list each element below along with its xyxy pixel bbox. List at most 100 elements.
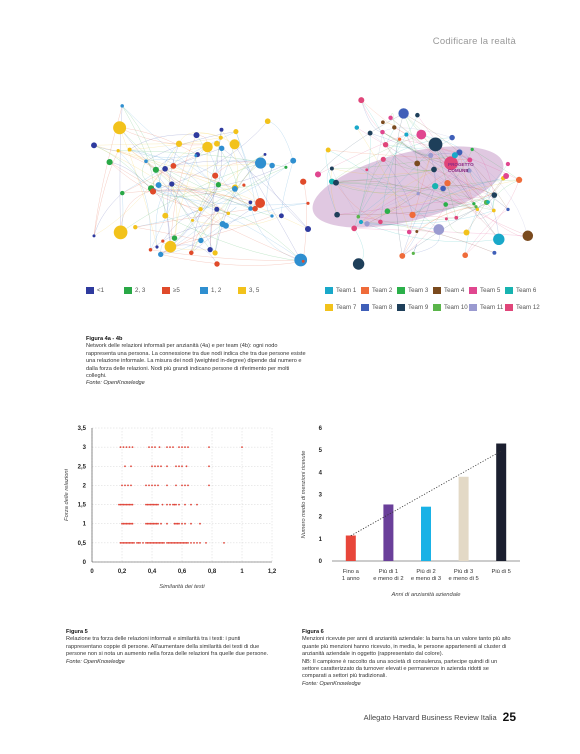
scatter-point <box>151 503 153 506</box>
y-tick-label: 0 <box>83 560 87 566</box>
scatter-point <box>121 542 123 544</box>
caption-title: Figura 6 <box>302 629 324 635</box>
network-node <box>351 225 358 232</box>
network-figure-4a <box>86 62 316 272</box>
scatter-chart: 0 0,5 1 1,5 2 2,5 3 3,5 0 0,2 0,4 0,6 0,8 1 1,2 Similar… <box>58 420 288 603</box>
x-axis-title: Similarità dei testi <box>159 584 205 590</box>
caption-figure-4: Figura 4a - 4b Network delle relazioni i… <box>86 336 308 388</box>
scatter-point <box>179 542 182 544</box>
page-number: 25 <box>502 710 516 724</box>
scatter-point <box>184 503 186 506</box>
x-tick-label: 1,2 <box>268 569 277 575</box>
scatter-point <box>148 522 150 525</box>
scatter-point <box>131 542 134 544</box>
network-node <box>428 137 443 152</box>
scatter-point <box>155 542 158 544</box>
y-tick-label: 1,5 <box>78 503 87 509</box>
caption-figure-5: Figura 5 Relazione tra forza delle relaz… <box>66 629 276 666</box>
network-node <box>333 179 339 186</box>
network-node <box>300 178 307 185</box>
scatter-point <box>187 446 189 448</box>
network-node <box>218 135 223 140</box>
network-node <box>144 159 148 164</box>
legend-4b-swatch <box>361 287 369 294</box>
network-node <box>428 152 434 159</box>
network-node <box>264 118 271 125</box>
bar <box>383 504 394 561</box>
scatter-point <box>185 465 188 468</box>
x-category-label: 1 anno <box>342 576 360 582</box>
legend-4a-item: 3, 5 <box>238 287 259 294</box>
network-edges <box>317 99 529 265</box>
network-node <box>301 259 305 263</box>
network-node <box>444 217 448 221</box>
scatter-point <box>121 503 123 506</box>
network-node <box>278 213 284 219</box>
legend-4b-item: Team 4 <box>433 287 464 294</box>
network-node <box>443 202 449 207</box>
scatter-point <box>178 522 180 525</box>
network-node <box>269 162 275 169</box>
network-node <box>148 248 153 252</box>
network-node <box>406 229 412 235</box>
network-node <box>358 219 364 225</box>
network-node <box>378 219 383 225</box>
network-node <box>248 206 253 211</box>
network-node <box>161 239 165 243</box>
network-node <box>467 168 472 173</box>
scatter-point <box>122 503 125 506</box>
scatter-point <box>181 446 183 448</box>
legend-4b-label: Team 10 <box>444 304 468 312</box>
network-node <box>433 224 445 235</box>
legend-4b-item: Team 12 <box>505 304 540 311</box>
legend-4a-item: ≥5 <box>162 287 180 294</box>
scatter-point <box>184 522 186 525</box>
legend-4a-swatch <box>162 287 170 294</box>
page-footer: Allegato Harvard Business Review Italia 2… <box>364 710 516 724</box>
network-node <box>449 134 455 141</box>
network-node <box>354 125 360 130</box>
x-category-label: e meno di 3 <box>411 576 441 582</box>
scatter-point <box>166 465 168 468</box>
legend-4a: <1 2, 3 ≥5 1, 2 3, 5 <box>86 287 306 299</box>
network-nodes <box>314 97 534 270</box>
publication-name: Allegato Harvard Business Review Italia <box>363 713 497 722</box>
network-node <box>334 211 340 218</box>
network-node <box>472 202 476 206</box>
network-node <box>415 230 419 233</box>
scatter-point <box>178 542 180 544</box>
legend-4b-label: Team 9 <box>408 304 429 312</box>
network-node <box>212 172 219 179</box>
scatter-point <box>149 542 152 544</box>
scatter-grid <box>91 427 273 563</box>
legend-4b-label: Team 12 <box>516 304 540 312</box>
caption-title: Figura 4a - 4b <box>86 336 123 342</box>
scatter-point <box>121 484 123 487</box>
scatter-point <box>151 446 153 448</box>
bar-plot: 0 1 2 3 4 5 6 Fino a1 anno Più di 1e meno di 2 Pi… <box>301 426 520 598</box>
network-node <box>175 140 183 147</box>
scatter-point <box>166 503 168 506</box>
x-category-label: e meno di 5 <box>448 576 478 582</box>
legend-4b-swatch <box>469 287 477 294</box>
network-node <box>515 176 523 184</box>
network-node <box>392 125 397 130</box>
legend-4a-item: <1 <box>86 287 104 294</box>
network-graph-4a <box>91 104 312 267</box>
network-node <box>367 130 373 136</box>
common-project-label: COMUNE <box>448 168 468 173</box>
network-figure-4b: PROGETTO COMUNE <box>310 62 540 272</box>
network-node <box>365 168 369 172</box>
scatter-point <box>175 484 177 487</box>
scatter-point <box>175 542 177 544</box>
scatter-point <box>173 542 176 544</box>
legend-4b-swatch <box>433 304 441 311</box>
x-axis-title: Anni di anzianità aziendale <box>391 592 462 598</box>
network-node <box>171 235 178 241</box>
scatter-point <box>152 503 155 506</box>
network-node <box>202 141 213 153</box>
scatter-point <box>124 484 126 487</box>
scatter-point <box>154 446 156 448</box>
network-node <box>198 237 204 244</box>
legend-4b-item: Team 9 <box>397 304 428 311</box>
